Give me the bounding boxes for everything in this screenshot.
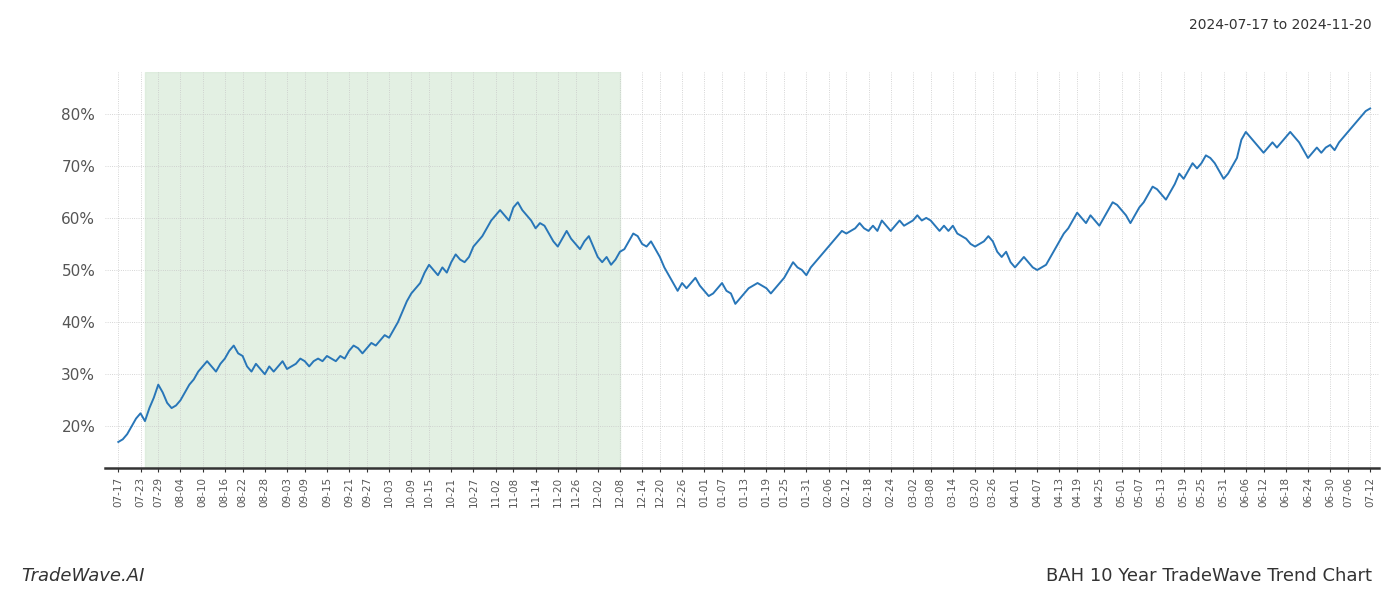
Bar xyxy=(146,72,620,468)
Text: 2024-07-17 to 2024-11-20: 2024-07-17 to 2024-11-20 xyxy=(1190,18,1372,32)
Text: BAH 10 Year TradeWave Trend Chart: BAH 10 Year TradeWave Trend Chart xyxy=(1046,567,1372,585)
Text: TradeWave.AI: TradeWave.AI xyxy=(21,567,144,585)
